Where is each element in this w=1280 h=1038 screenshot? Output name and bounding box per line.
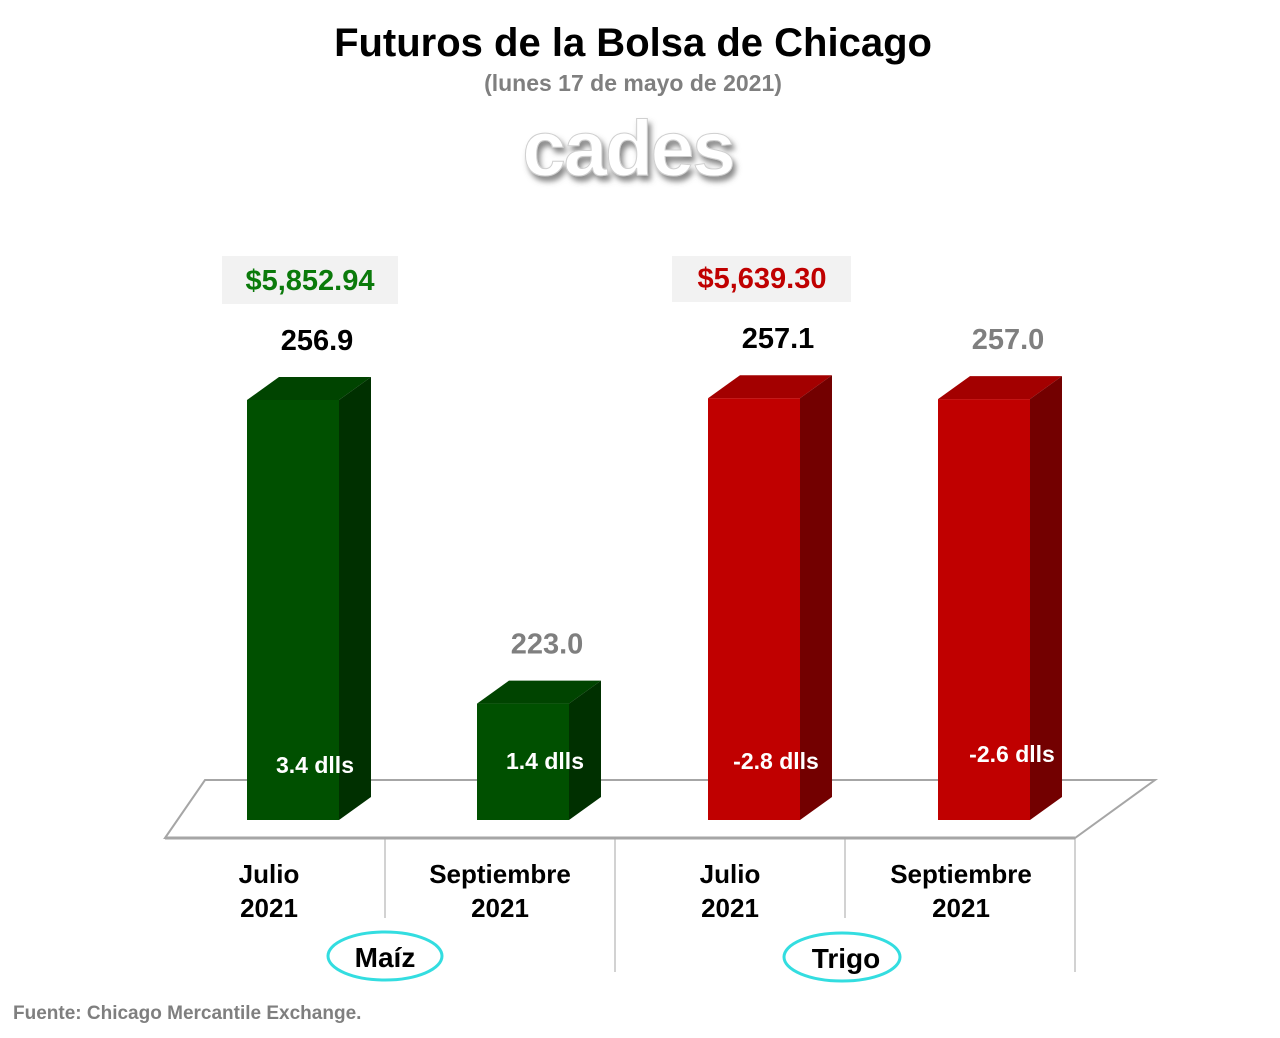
- bar: [708, 398, 800, 820]
- value-label: 257.0: [972, 324, 1045, 356]
- chart-subtitle: (lunes 17 de mayo de 2021): [484, 70, 782, 96]
- bar-top: [938, 376, 1062, 400]
- price-trigo: $5,639.30: [697, 263, 826, 295]
- bar-side: [1030, 376, 1062, 820]
- group-label-maiz: Maíz: [355, 942, 416, 973]
- change-label: -2.8 dlls: [733, 748, 819, 774]
- category-label: Julio: [700, 859, 761, 889]
- change-label: 1.4 dlls: [506, 748, 584, 774]
- category-label: 2021: [932, 893, 990, 923]
- bar-top: [708, 375, 832, 399]
- group-ellipse-trigo: [782, 931, 902, 983]
- bar-side: [800, 375, 832, 820]
- category-label: Septiembre: [890, 859, 1032, 889]
- cades-logo: cades: [522, 104, 733, 192]
- group-label-trigo: Trigo: [812, 943, 880, 974]
- change-label: -2.6 dlls: [969, 741, 1055, 767]
- bar-side: [569, 680, 601, 820]
- category-label: 2021: [240, 893, 298, 923]
- category-label: 2021: [701, 893, 759, 923]
- category-label: Julio: [239, 859, 300, 889]
- chart-title: Futuros de la Bolsa de Chicago: [334, 21, 932, 65]
- bar-side: [339, 377, 371, 820]
- price-box-maiz: [222, 256, 398, 304]
- change-label: 3.4 dlls: [276, 752, 354, 778]
- value-label: 256.9: [281, 325, 354, 357]
- value-label: 257.1: [742, 323, 815, 355]
- price-maiz: $5,852.94: [245, 265, 374, 297]
- value-label: 223.0: [511, 629, 584, 661]
- bar-top: [477, 680, 601, 704]
- source-note: Fuente: Chicago Mercantile Exchange.: [13, 1003, 361, 1024]
- bar-top: [247, 377, 371, 400]
- category-label: Septiembre: [429, 859, 571, 889]
- bar: [938, 399, 1030, 820]
- category-label: 2021: [471, 893, 529, 923]
- group-ellipse-maiz: [326, 930, 444, 982]
- bar: [477, 703, 569, 820]
- bar: [247, 400, 339, 820]
- price-box-trigo: [672, 256, 851, 302]
